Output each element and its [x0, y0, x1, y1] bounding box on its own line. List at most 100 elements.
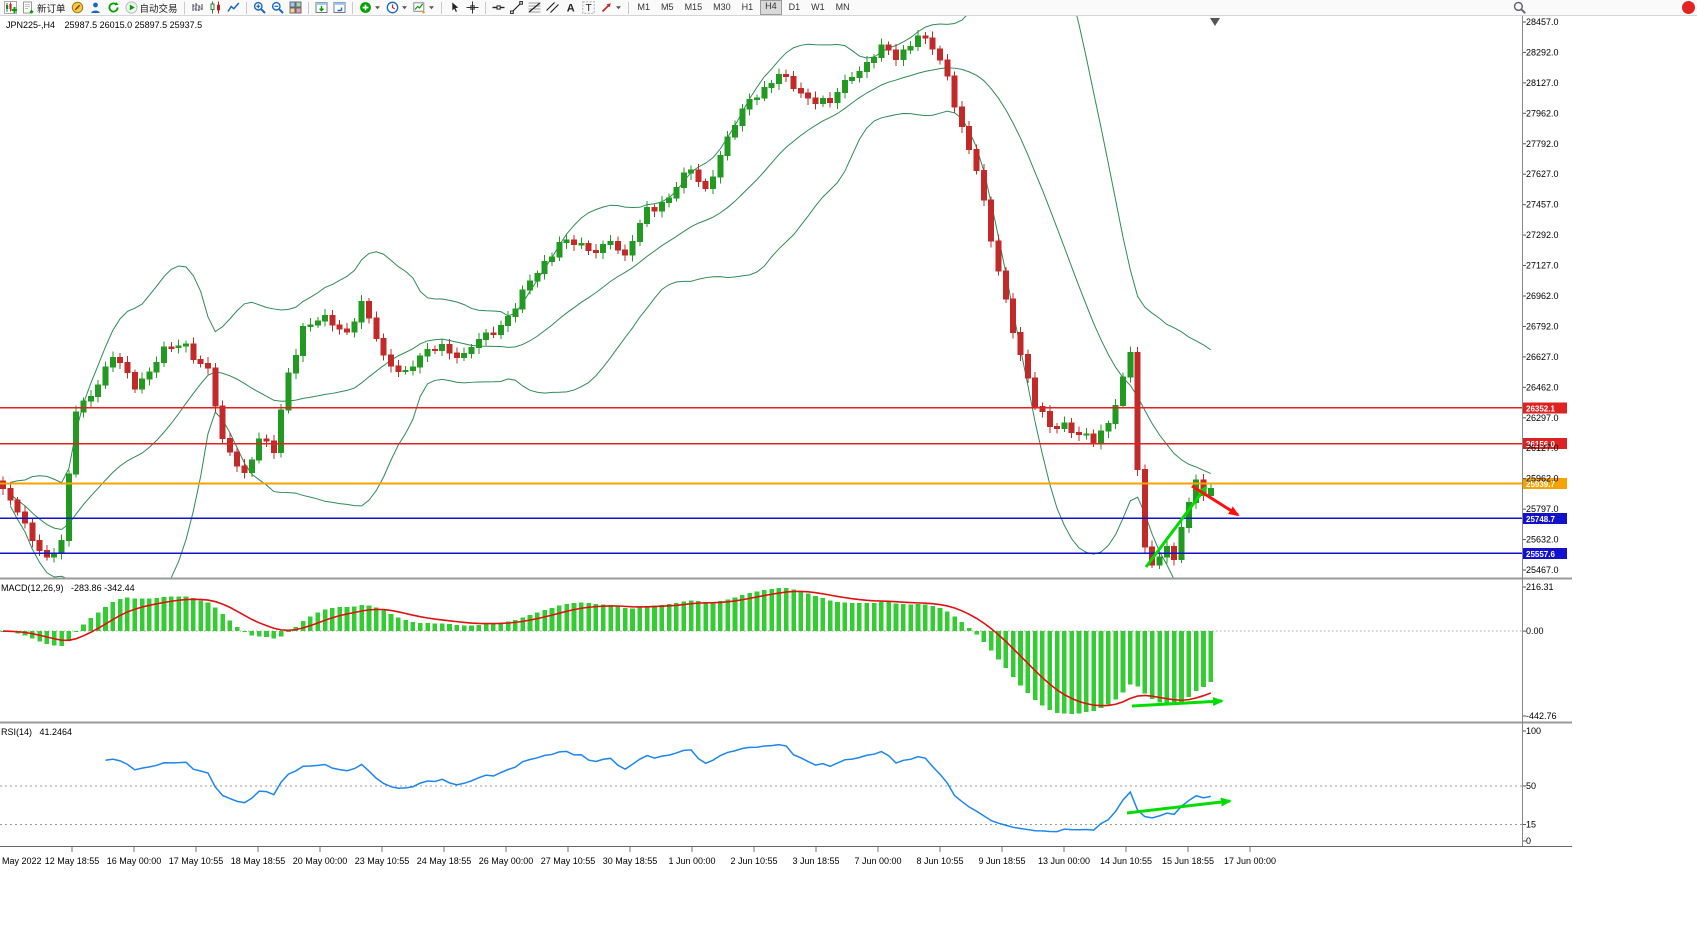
chart-plus-icon: [4, 1, 17, 14]
candle-icon: [209, 1, 222, 14]
price-axis-label: 26462.0: [1526, 382, 1559, 392]
price-tag: [1523, 438, 1567, 450]
main-arrow: [1144, 485, 1208, 568]
arrow-tool-icon: [600, 1, 613, 14]
timeframe-m15[interactable]: M15: [684, 2, 703, 12]
new-order-button[interactable]: 新订单: [20, 1, 68, 15]
fibonacci-button[interactable]: [526, 1, 543, 15]
time-axis-label: 17 May 10:55: [169, 856, 224, 866]
svg-text:T: T: [585, 3, 591, 14]
price-axis-label: 25632.0: [1526, 535, 1559, 545]
compass-icon: [71, 1, 84, 14]
timeframe-d1[interactable]: D1: [788, 2, 801, 12]
text-label-button[interactable]: T: [580, 1, 597, 15]
macd-axis-label: 0.00: [1526, 626, 1544, 636]
timeframe-h4[interactable]: H4: [760, 0, 782, 15]
window-up-icon: [333, 1, 346, 14]
new-chart-button[interactable]: [2, 1, 19, 15]
channel-button[interactable]: [544, 1, 561, 15]
textA-icon: A: [564, 1, 577, 15]
fibo-icon: [528, 1, 541, 14]
crosshair-button[interactable]: [464, 1, 481, 15]
macd-histogram: [0, 588, 1522, 714]
macd-axis: 216.31 0.00 -442.76: [1522, 582, 1557, 721]
strategy-tester-button[interactable]: [69, 1, 86, 15]
chart-shift-marker[interactable]: [1210, 18, 1220, 26]
time-axis-label: 2 Jun 10:55: [730, 856, 777, 866]
time-axis-label: 18 May 18:55: [231, 856, 286, 866]
price-axis-label: 26297.0: [1526, 413, 1559, 423]
chart-bars-button[interactable]: [189, 1, 206, 15]
price-axis-label: 25467.0: [1526, 565, 1559, 575]
chevron-down-icon: [374, 1, 381, 14]
ohlc-values: 25987.5 26015.0 25897.5 25937.5: [64, 20, 203, 30]
price-tag-label: 26352.1: [1526, 404, 1555, 413]
trendline-button[interactable]: [508, 1, 525, 15]
toolbar-separator: [484, 1, 486, 14]
bars-icon: [191, 1, 204, 14]
time-axis-label: 17 Jun 00:00: [1224, 856, 1276, 866]
chart-candles-button[interactable]: [207, 1, 224, 15]
labelT-icon: T: [581, 1, 595, 14]
horizontal-line-button[interactable]: [490, 1, 507, 15]
search-icon[interactable]: [1513, 1, 1526, 19]
tile-windows-button[interactable]: [287, 1, 304, 15]
window-down-icon: [315, 1, 328, 14]
timeframe-mn[interactable]: MN: [835, 2, 850, 12]
time-axis-label: 20 May 00:00: [293, 856, 348, 866]
cursor-button[interactable]: [446, 1, 463, 15]
indicator-plus-icon: [359, 1, 372, 14]
price-tag: [1523, 477, 1567, 489]
time-axis-label: 23 May 10:55: [355, 856, 410, 866]
auto-scroll-button[interactable]: [313, 1, 330, 15]
hline-icon: [492, 1, 505, 14]
rsi-axis-label: 15: [1526, 820, 1536, 830]
time-axis-label: 3 Jun 18:55: [792, 856, 839, 866]
text-button[interactable]: A: [562, 1, 579, 15]
symbol-period-label: JPN225-,H4: [6, 20, 56, 30]
timeframe-m30[interactable]: M30: [713, 2, 731, 12]
new-order-button-label: 新订单: [37, 3, 66, 15]
templates-button[interactable]: [411, 1, 437, 15]
refresh-button[interactable]: [105, 1, 122, 15]
timeframe-w1[interactable]: W1: [811, 2, 825, 12]
toolbar-separator: [183, 1, 185, 14]
macd-axis-label: -442.76: [1526, 711, 1557, 721]
price-axis-label: 27792.0: [1526, 139, 1559, 149]
rsi-axis-label: 50: [1526, 781, 1536, 791]
price-tag: [1523, 402, 1567, 414]
trendline-icon: [509, 1, 523, 14]
time-axis-label: 15 Jun 18:55: [1162, 856, 1214, 866]
zoom-in-button[interactable]: [251, 1, 268, 15]
timeframe-m5[interactable]: M5: [661, 2, 674, 12]
time-axis: May 2022 12 May 18:55 16 May 00:00 17 May 1…: [2, 847, 1276, 866]
indicators-button[interactable]: [357, 1, 383, 15]
price-axis-label: 26627.0: [1526, 352, 1559, 362]
price-axis-label: 25797.0: [1526, 504, 1559, 514]
chart-line-button[interactable]: [225, 1, 242, 15]
time-axis-label: 24 May 18:55: [417, 856, 472, 866]
zoom-out-button[interactable]: [269, 1, 286, 15]
price-level-lines[interactable]: 26352.1 26156.0 25939.7 25748.7 25557.6: [0, 402, 1567, 559]
price-axis-label: 26127.0: [1526, 443, 1559, 453]
rsi-indicator-label: RSI(14): [1, 727, 33, 737]
chevron-down-icon: [401, 1, 408, 14]
time-axis-label: 26 May 00:00: [479, 856, 534, 866]
time-axis-label: 7 Jun 00:00: [854, 856, 901, 866]
auto-trading-button[interactable]: 自动交易: [123, 1, 180, 15]
arrows-button[interactable]: [598, 1, 624, 15]
timeframe-h1[interactable]: H1: [741, 2, 754, 12]
periods-button[interactable]: [384, 1, 410, 15]
svg-text:A: A: [566, 3, 574, 15]
profiles-button[interactable]: [87, 1, 104, 15]
annotation-arrows[interactable]: [1126, 484, 1240, 815]
rsi-axis-label: 0: [1526, 836, 1531, 846]
time-axis-label: 27 May 10:55: [541, 856, 596, 866]
chart-shift-button[interactable]: [331, 1, 348, 15]
price-tag-label: 25557.6: [1526, 550, 1555, 559]
candlesticks: [0, 29, 1214, 570]
time-axis-label: 12 May 18:55: [45, 856, 100, 866]
timeframe-m1[interactable]: M1: [637, 2, 651, 12]
panel-separators[interactable]: [0, 16, 1572, 847]
